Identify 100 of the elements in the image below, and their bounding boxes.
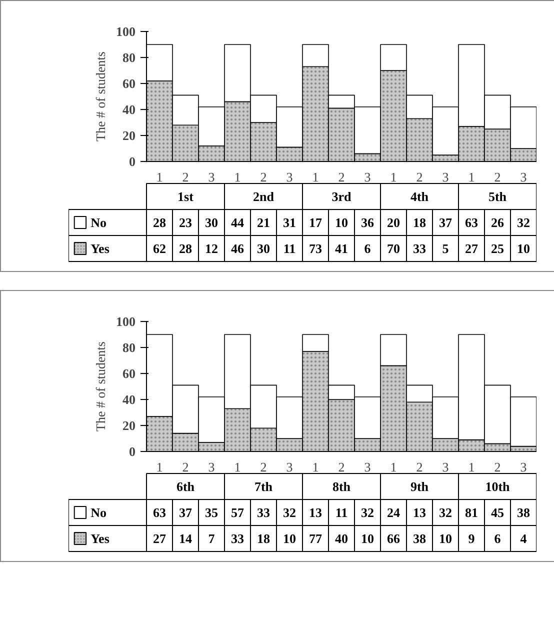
x-tick-label: 2 [338,460,345,474]
text: 6th [176,479,196,494]
data-label: 28 [179,241,192,256]
y-tick-label: 20 [122,128,136,143]
x-tick-label: 2 [416,460,423,474]
x-tick-label: 1 [468,460,475,474]
data-label: 20 [387,215,400,230]
data-label: 32 [517,215,530,230]
x-tick-label: 1 [390,460,397,474]
data-label: 31 [283,215,296,230]
legend-label: Yes [90,531,110,546]
data-label: 33 [257,505,270,520]
data-label: 27 [465,241,478,256]
data-label: 73 [309,241,322,256]
x-tick-label: 1 [234,460,241,474]
data-label: 38 [413,531,426,546]
text: 1st [178,189,194,204]
x-tick-label: 3 [208,460,215,474]
data-label: 11 [283,241,296,256]
data-label: 36 [361,215,374,230]
y-tick-label: 60 [122,366,136,381]
x-tick-label: 2 [260,460,267,474]
data-label: 63 [465,215,478,230]
data-label: 10 [361,531,374,546]
x-tick-label: 3 [442,170,449,184]
data-label: 30 [257,241,270,256]
data-label: 10 [283,531,296,546]
data-label: 18 [257,531,270,546]
x-tick-label: 2 [182,460,189,474]
y-tick-label: 20 [122,418,136,433]
x-tick-label: 3 [442,460,449,474]
y-tick-label: 0 [129,154,136,169]
data-label: 21 [257,215,270,230]
text: 5th [488,189,508,204]
data-label: 27 [153,531,166,546]
data-label: 38 [517,505,530,520]
data-label: 63 [153,505,166,520]
data-label: 70 [387,241,400,256]
legend-label: No [90,215,106,230]
x-tick-label: 3 [286,170,293,184]
x-tick-label: 3 [286,460,293,474]
y-axis-title: The # of students [93,342,108,432]
y-tick-label: 40 [122,392,136,407]
data-label: 33 [231,531,244,546]
data-label: 62 [153,241,166,256]
data-label: 33 [413,241,426,256]
data-label: 10 [517,241,530,256]
y-axis-title: The # of students [93,52,108,142]
x-tick-label: 3 [520,460,527,474]
x-tick-label: 3 [364,170,371,184]
data-label: 26 [491,215,504,230]
y-tick-label: 0 [129,444,136,459]
data-label: 25 [491,241,504,256]
data-label: 57 [231,505,244,520]
text: 3rd [332,189,352,204]
data-label: 10 [439,531,452,546]
data-label: 7 [208,531,216,546]
legend-label: Yes [90,241,110,256]
x-tick-label: 1 [156,460,163,474]
data-label: 24 [387,505,400,520]
x-tick-label: 3 [364,460,371,474]
data-label: 13 [413,505,426,520]
data-label: 17 [309,215,322,230]
x-tick-label: 1 [312,170,319,184]
x-tick-label: 1 [468,170,475,184]
text: 2nd [253,189,275,204]
data-label: 18 [413,215,426,230]
y-tick-label: 80 [122,340,136,355]
data-label: 9 [468,531,476,546]
x-tick-label: 2 [260,170,267,184]
y-tick-label: 100 [116,24,136,39]
data-label: 11 [335,505,348,520]
data-label: 32 [439,505,452,520]
data-label: 41 [335,241,348,256]
data-label: 23 [179,215,192,230]
y-tick-label: 80 [122,50,136,65]
data-label: 6 [364,241,372,256]
y-tick-label: 100 [116,314,136,329]
data-label: 14 [179,531,192,546]
data-label: 30 [205,215,218,230]
data-label: 28 [153,215,166,230]
data-label: 12 [205,241,218,256]
data-label: 13 [309,505,322,520]
data-label: 37 [439,215,452,230]
data-label: 10 [335,215,348,230]
data-label: 66 [387,531,400,546]
data-label: 40 [335,531,348,546]
x-tick-label: 3 [520,170,527,184]
data-label: 6 [494,531,502,546]
y-tick-label: 40 [122,102,136,117]
x-tick-label: 2 [338,170,345,184]
text: 8th [332,479,352,494]
data-label: 32 [283,505,296,520]
data-label: 35 [205,505,218,520]
text: 9th [410,479,430,494]
data-label: 37 [179,505,192,520]
x-tick-label: 2 [494,460,501,474]
y-tick-label: 60 [122,76,136,91]
x-tick-label: 1 [312,460,319,474]
legend-label: No [90,505,106,520]
